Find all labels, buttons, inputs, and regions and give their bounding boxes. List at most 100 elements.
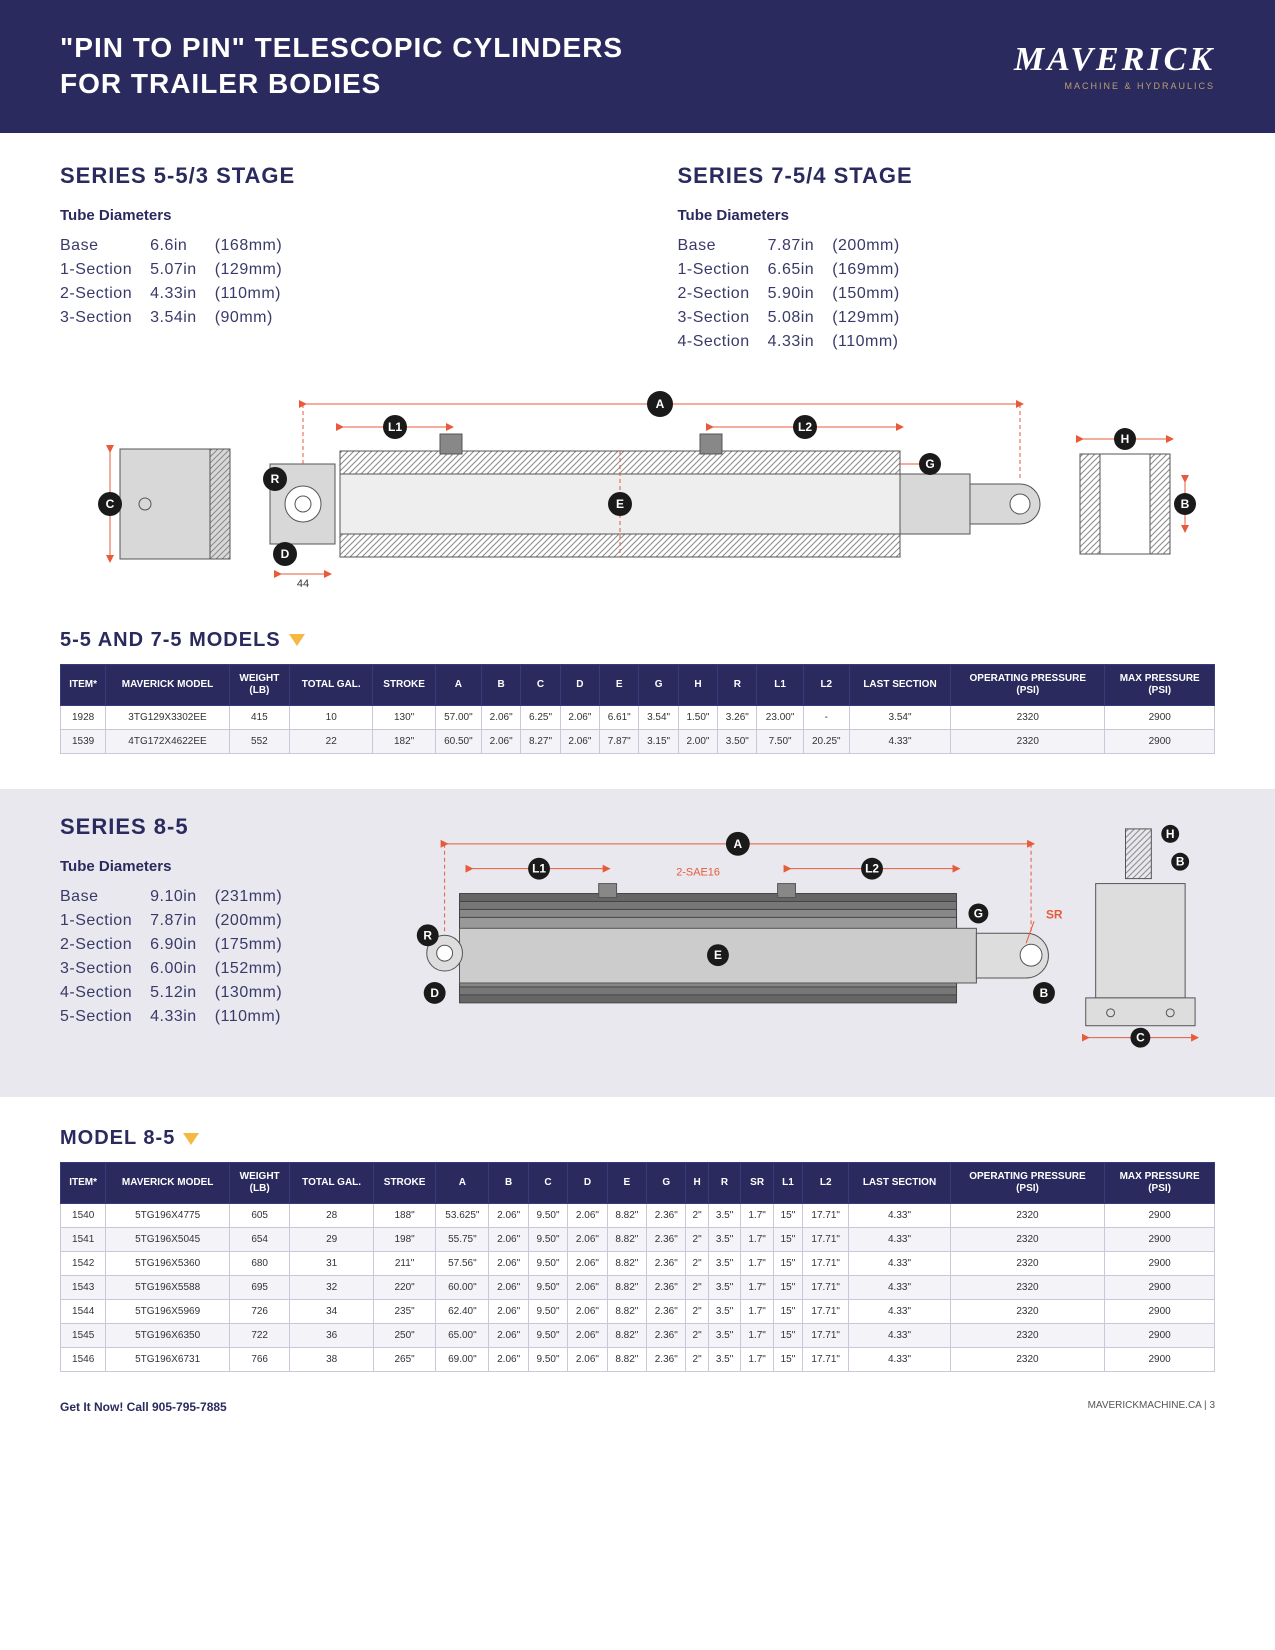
table-header: SR <box>741 1163 774 1204</box>
table-header: WEIGHT (LB) <box>229 664 289 705</box>
svg-text:L1: L1 <box>532 861 546 875</box>
table-header: L1 <box>757 664 803 705</box>
table-header: A <box>435 664 481 705</box>
cylinder-diagram-2: 2-SAE16 R D A L1 L2 E <box>380 814 1215 1068</box>
table-header: C <box>521 664 560 705</box>
svg-text:R: R <box>423 928 432 942</box>
models-55-75-table: ITEM*MAVERICK MODELWEIGHT (LB)TOTAL GAL.… <box>60 664 1215 754</box>
diameter-row: 4-Section5.12in(130mm) <box>60 981 300 1005</box>
svg-text:E: E <box>714 948 722 962</box>
series-55-sub: Tube Diameters <box>60 207 598 224</box>
table-header: A <box>436 1163 489 1204</box>
series-75-title: SERIES 7-5/4 STAGE <box>678 163 1216 189</box>
cylinder-diagram-1: C R D 44 A L1 <box>60 379 1215 609</box>
series-75-block: SERIES 7-5/4 STAGE Tube Diameters Base7.… <box>678 163 1216 354</box>
diameter-row: 1-Section6.65in(169mm) <box>678 258 918 282</box>
table-row: 15394TG172X4622EE55222182"60.50"2.06"8.2… <box>61 729 1215 753</box>
model-85-section: MODEL 8-5 ITEM*MAVERICK MODELWEIGHT (LB)… <box>0 1097 1275 1382</box>
svg-text:B: B <box>1176 854 1185 868</box>
table-row: 19283TG129X3302EE41510130"57.00"2.06"6.2… <box>61 705 1215 729</box>
svg-text:B: B <box>1181 497 1190 511</box>
table-header: LAST SECTION <box>849 664 950 705</box>
table-header: C <box>528 1163 567 1204</box>
table-header: L2 <box>803 664 849 705</box>
svg-text:G: G <box>925 457 934 471</box>
svg-text:H: H <box>1166 827 1175 841</box>
diameter-row: 3-Section5.08in(129mm) <box>678 306 918 330</box>
table-header: ITEM* <box>61 664 106 705</box>
table-header: MAVERICK MODEL <box>106 664 230 705</box>
footer-phone: Get It Now! Call 905-795-7885 <box>60 1400 227 1414</box>
table-header: R <box>718 664 757 705</box>
table-header: D <box>560 664 599 705</box>
title-line2: FOR TRAILER BODIES <box>60 66 623 102</box>
svg-text:A: A <box>734 837 743 851</box>
table-header: E <box>600 664 639 705</box>
table-header: OPERATING PRESSURE (PSI) <box>950 1163 1105 1204</box>
table-header: L1 <box>773 1163 802 1204</box>
svg-text:L1: L1 <box>388 420 402 434</box>
svg-text:C: C <box>106 497 115 511</box>
series-55-diameters: Base6.6in(168mm)1-Section5.07in(129mm)2-… <box>60 234 300 330</box>
diameter-row: 1-Section5.07in(129mm) <box>60 258 300 282</box>
svg-text:D: D <box>281 547 290 561</box>
page-title: "PIN TO PIN" TELESCOPIC CYLINDERS FOR TR… <box>60 30 623 103</box>
series-85-sub: Tube Diameters <box>60 858 340 875</box>
table-header: H <box>686 1163 708 1204</box>
table-row: 15465TG196X673176638265"69.00"2.06"9.50"… <box>61 1348 1215 1372</box>
svg-text:L2: L2 <box>865 861 879 875</box>
table-row: 15405TG196X477560528188"53.625"2.06"9.50… <box>61 1204 1215 1228</box>
table-row: 15425TG196X536068031211"57.56"2.06"9.50"… <box>61 1252 1215 1276</box>
table-header: MAX PRESSURE (PSI) <box>1105 1163 1215 1204</box>
diameter-row: Base9.10in(231mm) <box>60 885 300 909</box>
series-85-diameters: Base9.10in(231mm)1-Section7.87in(200mm)2… <box>60 885 300 1029</box>
svg-text:C: C <box>1136 1030 1145 1044</box>
svg-text:B: B <box>1040 986 1049 1000</box>
table-row: 15415TG196X504565429198"55.75"2.06"9.50"… <box>61 1228 1215 1252</box>
table-header: STROKE <box>373 1163 435 1204</box>
triangle-icon <box>289 634 305 646</box>
model-85-title: MODEL 8-5 <box>60 1127 1215 1150</box>
series-85-title: SERIES 8-5 <box>60 814 340 840</box>
table-header: R <box>708 1163 741 1204</box>
diameter-row: Base7.87in(200mm) <box>678 234 918 258</box>
table-header: B <box>489 1163 528 1204</box>
svg-text:2-SAE16: 2-SAE16 <box>676 866 720 878</box>
table-header: TOTAL GAL. <box>290 1163 374 1204</box>
models-55-75-title: 5-5 AND 7-5 MODELS <box>60 629 1215 652</box>
table-header: D <box>568 1163 607 1204</box>
series-75-sub: Tube Diameters <box>678 207 1216 224</box>
title-line1: "PIN TO PIN" TELESCOPIC CYLINDERS <box>60 30 623 66</box>
table-header: STROKE <box>373 664 435 705</box>
svg-text:A: A <box>656 397 665 411</box>
table-header: E <box>607 1163 646 1204</box>
svg-text:SR: SR <box>1046 907 1063 921</box>
table-header: B <box>481 664 520 705</box>
series-85-section: SERIES 8-5 Tube Diameters Base9.10in(231… <box>0 789 1275 1098</box>
svg-text:D: D <box>430 986 439 1000</box>
top-section: SERIES 5-5/3 STAGE Tube Diameters Base6.… <box>0 133 1275 764</box>
table-header: ITEM* <box>61 1163 106 1204</box>
diameter-row: 5-Section4.33in(110mm) <box>60 1005 300 1029</box>
table-header: WEIGHT (LB) <box>230 1163 290 1204</box>
table-header: H <box>678 664 717 705</box>
diameter-row: 2-Section6.90in(175mm) <box>60 933 300 957</box>
brand-logo: MAVERICK MACHINE & HYDRAULICS <box>1014 41 1215 91</box>
table-row: 15455TG196X635072236250"65.00"2.06"9.50"… <box>61 1324 1215 1348</box>
svg-text:H: H <box>1121 432 1130 446</box>
series-75-diameters: Base7.87in(200mm)1-Section6.65in(169mm)2… <box>678 234 918 354</box>
model-85-table: ITEM*MAVERICK MODELWEIGHT (LB)TOTAL GAL.… <box>60 1162 1215 1372</box>
logo-text: MAVERICK <box>1014 41 1215 79</box>
table-row: 15435TG196X558869532220"60.00"2.06"9.50"… <box>61 1276 1215 1300</box>
triangle-icon <box>183 1133 199 1145</box>
table-header: MAVERICK MODEL <box>106 1163 230 1204</box>
series-55-title: SERIES 5-5/3 STAGE <box>60 163 598 189</box>
diameter-row: 4-Section4.33in(110mm) <box>678 330 918 354</box>
diameter-row: Base6.6in(168mm) <box>60 234 300 258</box>
table-header: MAX PRESSURE (PSI) <box>1105 664 1215 705</box>
table-header: TOTAL GAL. <box>290 664 373 705</box>
table-header: OPERATING PRESSURE (PSI) <box>951 664 1105 705</box>
svg-text:44: 44 <box>297 578 309 590</box>
svg-text:L2: L2 <box>798 420 812 434</box>
table-header: LAST SECTION <box>849 1163 950 1204</box>
